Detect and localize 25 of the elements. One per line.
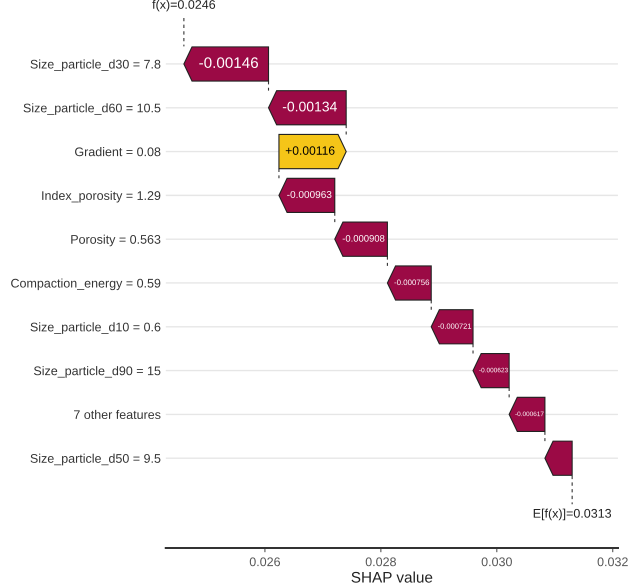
- data-label: -0.00146: [199, 57, 258, 68]
- data-label: -0.000963: [287, 190, 332, 198]
- x-tick-label: 0.026: [250, 557, 280, 566]
- bar: [268, 90, 347, 126]
- x-tick-label: 0.028: [366, 557, 396, 566]
- text: f(x)=0.0246: [152, 0, 216, 12]
- y-tick-label: Size_particle_d30 = 7.8: [30, 59, 160, 72]
- y-tick-label: Porosity = 0.563: [71, 234, 160, 246]
- bar: [183, 46, 270, 82]
- y-tick-label: Size_particle_d10 = 0.6: [30, 322, 160, 334]
- data-label: -0.000908: [342, 235, 384, 242]
- y-tick-label: Compaction_energy = 0.59: [11, 278, 160, 290]
- y-tick-label: Size_particle_d50 = 9.5: [30, 454, 160, 466]
- bar: [278, 134, 347, 170]
- y-tick-label: Index_porosity = 1.29: [42, 190, 160, 202]
- x-tick-label: 0.030: [482, 557, 512, 566]
- data-label: -0.00134: [282, 102, 337, 112]
- x-axis-title: SHAP value: [352, 571, 432, 583]
- data-label: +0.00116: [286, 146, 335, 155]
- y-tick-label: Size_particle_d60 = 10.5: [24, 103, 160, 115]
- text: E[f(x)]=0.0313: [534, 508, 612, 520]
- y-tick-label: Size_particle_d90 = 15: [34, 366, 160, 378]
- y-tick-label: 7 other features: [74, 410, 160, 420]
- x-tick-label: 0.032: [598, 557, 628, 566]
- y-tick-label: Gradient = 0.08: [75, 147, 160, 156]
